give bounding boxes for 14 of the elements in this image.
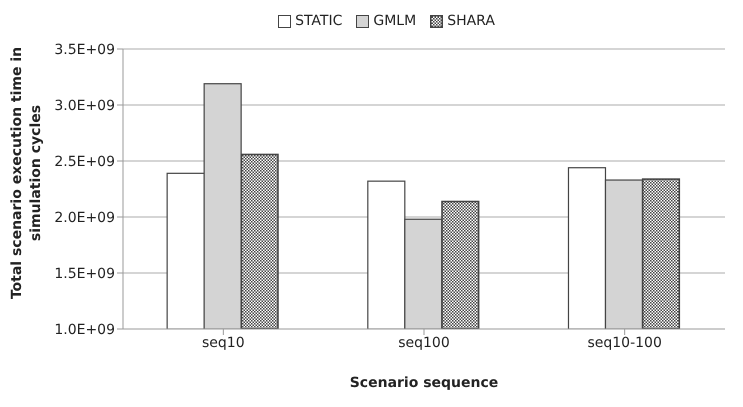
y-axis-title: Total scenario execution time in simulation cycles [8, 46, 45, 302]
y-tick-label: 2.0E+09 [54, 210, 115, 226]
x-tick-label: seq100 [398, 334, 450, 351]
x-axis-title: Scenario sequence [350, 375, 498, 391]
x-tick-label: seq10-100 [587, 334, 662, 351]
y-tick-label: 3.5E+09 [54, 42, 115, 58]
legend-label: SHARA [446, 13, 495, 29]
y-tick-label: 2.5E+09 [54, 154, 115, 170]
y-tick-label: 3.0E+09 [54, 98, 115, 114]
y-tick-label: 1.5E+09 [54, 266, 115, 282]
x-tick-label: seq10 [202, 334, 245, 351]
legend-label: GMLM [372, 13, 416, 29]
y-tick-label: 1.0E+09 [54, 322, 115, 338]
legend-label: STATIC [294, 13, 342, 29]
